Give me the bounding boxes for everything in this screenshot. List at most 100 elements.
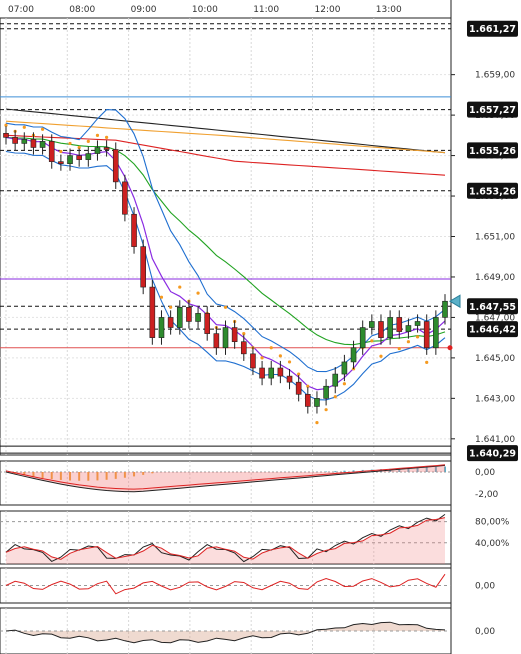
candle-body	[67, 155, 73, 164]
candle-body	[195, 313, 201, 322]
price-flag	[467, 182, 518, 199]
parabolic-sar-dot	[297, 372, 301, 376]
parabolic-sar-dot	[169, 305, 173, 309]
parabolic-sar-dot	[342, 382, 346, 386]
candle-body	[21, 139, 28, 144]
candle-body	[222, 327, 229, 349]
parabolic-sar-dot	[397, 346, 401, 351]
parabolic-sar-dot	[223, 305, 228, 309]
parabolic-sar-dot	[86, 139, 90, 144]
candle-body	[231, 327, 238, 343]
candle-body	[442, 300, 448, 318]
parabolic-sar-dot	[59, 149, 63, 154]
y-tick-label: 1.651,00	[475, 233, 515, 243]
candle-body	[295, 381, 302, 395]
candle-body	[277, 367, 284, 377]
y-tick-label: 1.659,00	[475, 71, 515, 81]
candle-body	[94, 147, 101, 154]
candle-body	[423, 321, 430, 349]
parabolic-sar-dot	[415, 335, 420, 339]
candle-body	[158, 317, 165, 338]
momentum-line	[5, 621, 446, 644]
ema-long-line	[5, 134, 446, 176]
candle-body	[433, 317, 439, 349]
parabolic-sar-dot	[324, 408, 328, 412]
candle-body	[378, 321, 384, 338]
price-flag	[467, 321, 518, 338]
parabolic-sar-dot	[4, 123, 8, 127]
candle-body	[414, 321, 421, 326]
candle-body	[12, 137, 18, 144]
candle-body	[369, 321, 375, 328]
x-tick-label: 11:00	[253, 5, 279, 15]
candle-body	[323, 385, 329, 399]
parabolic-sar-dot	[95, 133, 100, 137]
price-flag-label: 1.655,26	[469, 146, 516, 157]
candle-body	[387, 317, 393, 338]
price-flag-label: 1.647,55	[469, 302, 516, 313]
y-tick-label: 80,00%	[475, 518, 510, 528]
candle-body	[58, 161, 64, 164]
candle-body	[122, 181, 128, 215]
candle-body	[3, 133, 9, 138]
candle-body	[405, 325, 412, 332]
y-tick-label: 1.647,00	[475, 313, 515, 323]
parabolic-sar-dot	[178, 285, 182, 289]
parabolic-sar-dot	[196, 291, 200, 295]
y-tick-label: -2,00	[475, 490, 499, 500]
candle-body	[167, 317, 174, 328]
price-flag	[467, 298, 518, 315]
y-tick-label: 1.649,00	[475, 273, 515, 283]
momentum-area	[6, 622, 445, 643]
price-flag	[467, 20, 518, 37]
y-tick-label: 1.641,00	[475, 435, 515, 445]
x-tick-label: 12:00	[315, 5, 341, 15]
price-flag	[467, 445, 518, 462]
price-flag-label: 1.646,42	[469, 325, 516, 336]
candle-body	[350, 347, 357, 363]
stochastic-d-line	[5, 517, 446, 560]
y-tick-label: 0,00	[475, 468, 495, 478]
y-tick-label: 40,00%	[475, 539, 510, 549]
price-flag	[467, 101, 518, 118]
price-flag-label: 1.657,27	[469, 105, 516, 116]
candle-body	[76, 155, 82, 160]
parabolic-sar-dot	[315, 421, 319, 425]
price-flag	[467, 142, 518, 159]
candle-body	[140, 246, 146, 288]
parabolic-sar-dot	[379, 354, 383, 358]
candle-body	[48, 141, 55, 162]
stochastic-area	[6, 517, 445, 564]
parabolic-sar-dot	[22, 125, 26, 129]
parabolic-sar-dot	[370, 339, 374, 343]
x-tick-label: 10:00	[192, 5, 218, 15]
parabolic-sar-dot	[278, 354, 282, 358]
parabolic-sar-dot	[406, 340, 411, 344]
macd-line	[5, 464, 446, 493]
candle-body	[259, 367, 265, 379]
oscillator-line	[5, 573, 446, 595]
parabolic-sar-dot	[159, 295, 164, 299]
x-tick-label: 13:00	[376, 5, 402, 15]
candle-body	[396, 317, 403, 332]
candle-body	[286, 375, 293, 383]
x-tick-label: 07:00	[8, 5, 34, 15]
candle-body	[186, 307, 192, 322]
sma-long-line	[5, 108, 446, 154]
candle-body	[332, 373, 339, 387]
candle-body	[30, 139, 37, 148]
y-tick-label: 1.645,00	[475, 354, 515, 364]
parabolic-sar-dot	[242, 332, 246, 336]
parabolic-sar-dot	[269, 346, 273, 350]
candle-body	[149, 286, 156, 338]
y-tick-label: 0,00	[475, 627, 495, 637]
stop-level-marker	[447, 345, 453, 351]
macd-area	[6, 465, 445, 492]
bollinger-lower-line	[5, 150, 446, 401]
parabolic-sar-dot	[68, 141, 72, 146]
candle-body	[39, 141, 46, 148]
candle-body	[240, 341, 247, 355]
parabolic-sar-dot	[425, 360, 429, 364]
